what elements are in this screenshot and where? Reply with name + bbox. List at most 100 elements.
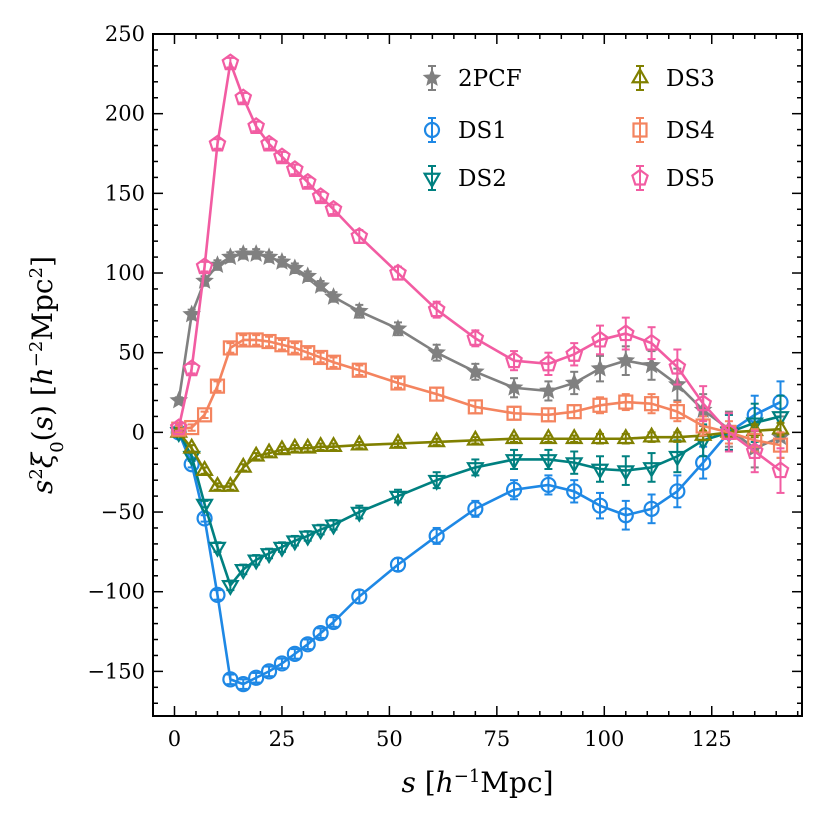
y-tick-label: −50 [101,500,145,524]
y-tick-label: 0 [132,420,145,444]
data-point [221,247,240,266]
data-point [540,476,557,494]
data-point [616,350,636,369]
series-line-ds4 [178,338,781,447]
legend-item-ds5: DS5 [631,165,715,192]
axes-layer: 0 25 50 75 100 125 −150 −100 −50 0 50 100 150 200 250 s… [26,22,803,799]
data-point [312,625,329,642]
data-point [272,439,292,456]
y-tick-label: 50 [118,341,145,365]
data-point [539,428,558,445]
data-point [504,428,524,445]
data-point [694,394,713,412]
data-point [467,399,483,415]
data-point [590,428,610,445]
data-point [506,405,522,421]
series-ds3 [169,418,790,492]
data-point [196,407,213,423]
data-point [745,442,764,460]
data-point [668,450,687,467]
data-point [590,463,610,480]
legend-item-ds2: DS2 [422,165,507,192]
data-point [233,564,253,581]
data-point [209,586,226,603]
x-tick-label: 125 [692,727,732,751]
data-point [222,340,238,356]
data-point [195,498,214,515]
y-tick-label: 150 [105,181,145,205]
data-point [311,187,330,205]
data-point [616,324,635,342]
data-point [504,377,524,396]
data-point [427,342,446,361]
data-point [466,328,485,346]
data-point [389,263,407,281]
legend: 2PCF DS1 DS2 DS3 DS4 DS5 [422,65,715,192]
legend-item-ds4: DS4 [632,117,715,144]
data-point [505,351,523,369]
data-point [351,362,367,378]
data-point [285,535,305,552]
data-point [247,117,266,134]
data-point [260,134,278,152]
data-point [298,172,317,190]
data-point [234,88,253,106]
data-point [591,330,609,348]
legend-item-2pcf: 2PCF [422,65,522,92]
data-point [285,437,305,454]
legend-marker [630,67,650,84]
legend-item-ds3: DS3 [630,65,715,92]
data-point [208,541,227,558]
data-point [466,362,485,380]
data-point [286,645,303,662]
y-tick-label: 100 [105,261,145,285]
data-point [428,527,445,545]
x-axis-label: s [h−1Mpc] [402,766,554,800]
legend-label: DS4 [666,118,715,144]
series-line-ds3 [177,427,781,488]
data-point [617,507,634,524]
data-point [771,461,790,479]
data-point [221,53,240,71]
series-line-ds2 [177,415,781,587]
legend-label: DS2 [458,166,507,192]
x-tick-label: 0 [168,727,181,751]
data-point [350,227,369,244]
data-point [246,445,266,462]
data-point [311,275,330,294]
data-point [669,404,685,420]
data-point [259,442,279,459]
data-point [642,355,661,374]
data-point [169,418,188,436]
data-point [272,252,292,270]
data-point [566,483,583,500]
data-point [592,397,608,413]
x-tick-label: 75 [483,727,510,751]
legend-marker [631,168,649,186]
legend-label: 2PCF [458,66,522,92]
data-point [195,271,214,289]
data-point [427,431,446,448]
x-tick-label: 100 [584,727,624,751]
data-point [642,462,661,479]
y-tick-label: −100 [87,580,145,604]
data-point [540,407,557,423]
data-point [298,437,317,454]
data-point [565,344,584,362]
data-point [466,462,485,479]
data-point [299,636,316,653]
data-point [349,301,369,320]
legend-label: DS5 [666,166,715,192]
data-point [221,579,240,597]
data-point [771,411,790,428]
data-point [720,422,738,440]
data-point [246,244,266,262]
data-point [429,386,445,402]
data-point [388,318,408,337]
data-point [388,432,408,449]
data-point [182,437,201,454]
data-point [235,676,252,693]
data-point [564,373,584,391]
data-point [668,426,687,443]
y-axis-label: s2ξ0(s) [h−2Mpc2] [26,256,68,494]
